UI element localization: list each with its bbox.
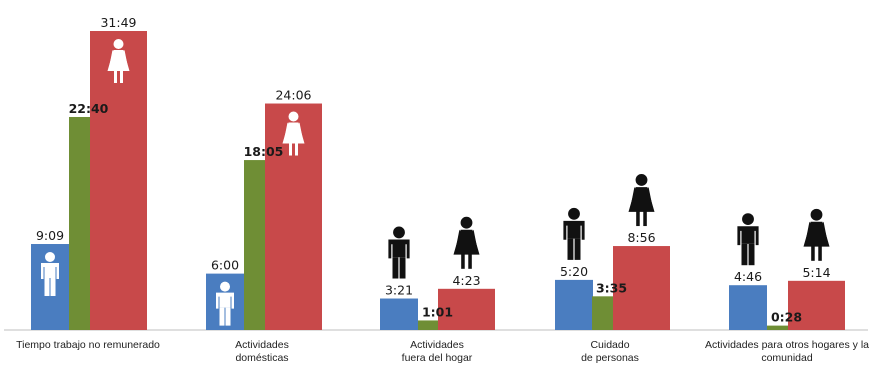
- data-label-series1-2: 1:01: [422, 304, 453, 319]
- category-label-2-1: fuera del hogar: [402, 352, 473, 364]
- value-labels-layer: 9:09 6:00 3:21 5:20 4:46 22:40 18:05 1:01 3:35 0:…: [36, 15, 831, 325]
- bars-layer: [31, 31, 845, 330]
- bar-series0-2: [380, 298, 418, 330]
- bar-series2-0: [90, 31, 147, 330]
- man-icon-4: [737, 213, 759, 266]
- data-label-series2-2: 4:23: [452, 273, 480, 288]
- data-label-series0-4: 4:46: [734, 269, 762, 284]
- bar-series2-2: [438, 288, 495, 330]
- category-label-4-1: comunidad: [761, 352, 813, 364]
- data-label-series1-3: 3:35: [596, 280, 627, 295]
- bar-series0-3: [555, 279, 593, 330]
- woman-icon-3: [628, 174, 655, 227]
- bar-series2-3: [613, 246, 670, 330]
- category-labels-layer: Tiempo trabajo no remunerado Actividadesd…: [16, 339, 869, 364]
- data-label-series1-1: 18:05: [244, 144, 284, 159]
- data-label-series0-1: 6:00: [211, 258, 239, 273]
- data-label-series2-1: 24:06: [275, 88, 311, 103]
- bar-series1-2: [418, 320, 457, 330]
- data-label-series2-3: 8:56: [627, 230, 655, 245]
- bar-series0-4: [729, 285, 767, 330]
- bar-series1-4: [767, 325, 806, 330]
- category-label-4-0: Actividades para otros hogares y la: [705, 339, 869, 351]
- man-icon-1: [216, 281, 234, 326]
- data-label-series0-2: 3:21: [385, 283, 413, 298]
- category-label-0-0: Tiempo trabajo no remunerado: [16, 339, 160, 351]
- category-label-1-0: Actividades: [235, 339, 289, 351]
- category-label-3-0: Cuidado: [590, 339, 629, 351]
- woman-icon-2: [453, 216, 480, 269]
- icons-layer: [41, 39, 830, 326]
- woman-icon-0: [107, 39, 130, 83]
- data-label-series2-0: 31:49: [100, 15, 136, 30]
- data-label-series0-0: 9:09: [36, 228, 64, 243]
- bar-series2-4: [788, 280, 845, 330]
- woman-icon-1: [282, 111, 305, 156]
- category-label-1-1: domésticas: [235, 352, 288, 364]
- data-label-series2-4: 5:14: [802, 265, 830, 280]
- man-icon-2: [388, 226, 410, 279]
- data-label-series1-0: 22:40: [69, 101, 109, 116]
- data-label-series0-3: 5:20: [560, 264, 588, 279]
- man-icon-0: [41, 252, 59, 297]
- data-label-series1-4: 0:28: [771, 310, 802, 325]
- man-icon-3: [563, 207, 585, 260]
- category-label-2-0: Actividades: [410, 339, 464, 351]
- category-label-3-1: de personas: [581, 352, 639, 364]
- woman-icon-4: [803, 208, 830, 261]
